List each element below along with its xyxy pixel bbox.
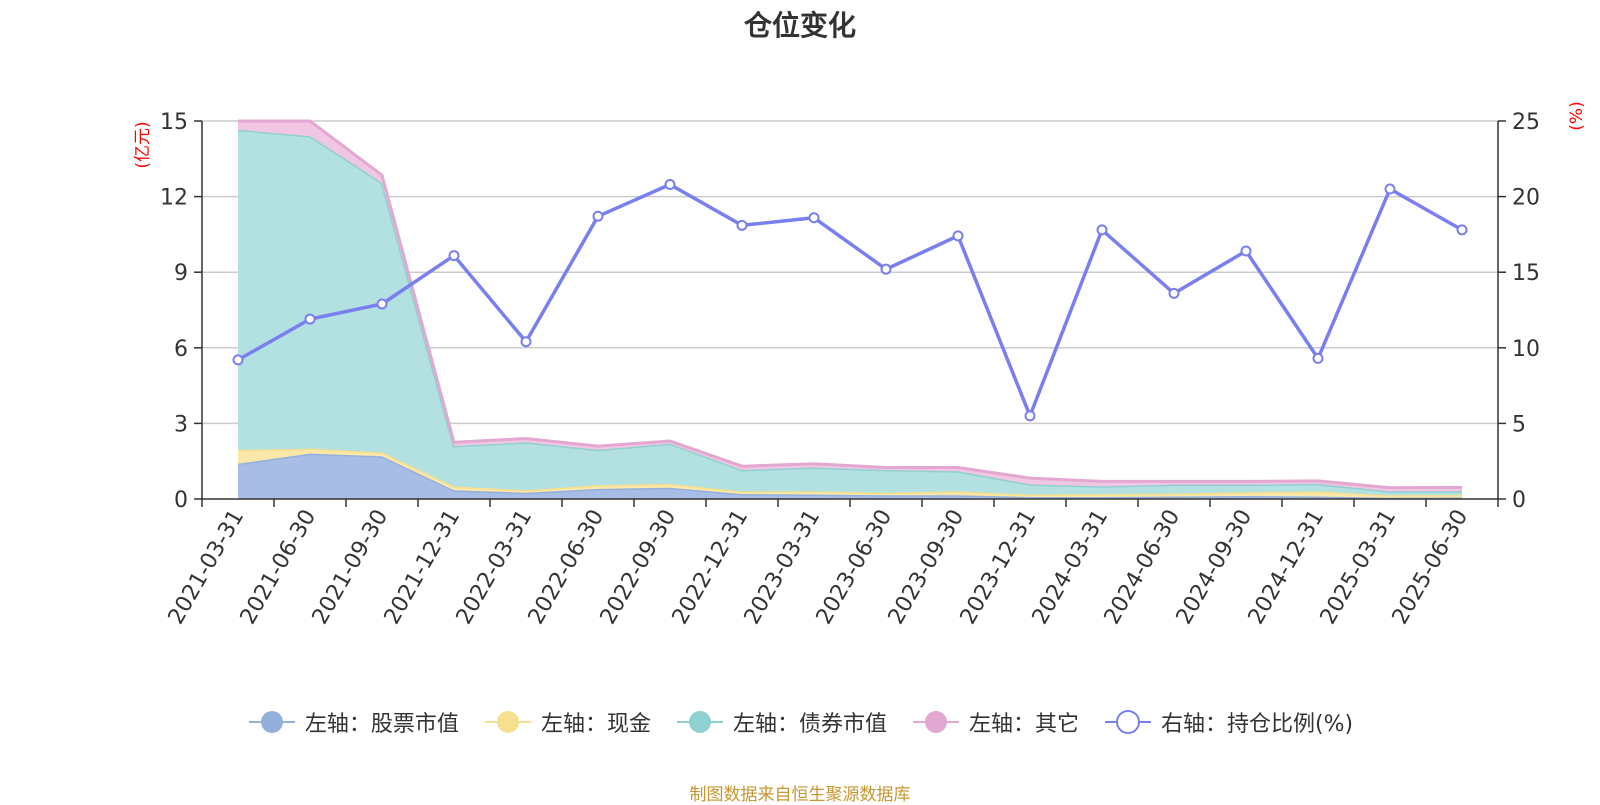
line-point — [1240, 245, 1252, 257]
right-axis-tick-label: 25 — [1512, 110, 1540, 135]
x-axis-tick-label: 2023-09-30 — [884, 506, 970, 629]
line-point — [1096, 224, 1108, 236]
legend-label: 右轴：持仓比例(%) — [1160, 712, 1354, 737]
left-axis-tick-label: 3 — [174, 412, 188, 437]
legend-label: 左轴：现金 — [540, 712, 651, 737]
line-point — [952, 230, 964, 242]
legend-item[interactable]: 左轴：现金 — [483, 706, 651, 738]
line-point — [376, 298, 388, 310]
x-axis-tick-label: 2021-09-30 — [308, 506, 394, 629]
legend-label: 左轴：债券市值 — [732, 712, 887, 737]
x-axis-tick-label: 2024-09-30 — [1172, 506, 1258, 629]
right-axis-tick-label: 20 — [1512, 186, 1540, 211]
x-axis-tick-label: 2022-06-30 — [524, 506, 610, 629]
line-point — [1024, 410, 1036, 422]
line-point — [736, 219, 748, 231]
line-point — [592, 210, 604, 222]
legend-marker-icon — [484, 711, 531, 733]
legend-marker-icon — [676, 711, 723, 733]
x-axis-tick-label: 2021-12-31 — [380, 506, 466, 629]
left-axis-tick-label: 6 — [174, 337, 188, 362]
line-series — [237, 182, 1463, 418]
line-point — [664, 179, 676, 191]
position-ratio-line — [232, 179, 1468, 422]
line-point — [520, 336, 532, 348]
line-point — [1384, 183, 1396, 195]
line-point — [1456, 224, 1468, 236]
x-axis-tick-label: 2024-06-30 — [1100, 506, 1186, 629]
legend-label: 左轴：其它 — [968, 712, 1079, 737]
area-series — [238, 453, 1462, 499]
line-point — [808, 212, 820, 224]
line-point — [880, 263, 892, 275]
x-axis-tick-label: 2022-12-31 — [668, 506, 754, 629]
position-change-chart: 0369121505101520252021-03-312021-06-3020… — [133, 101, 1587, 629]
left-axis-tick-label: 9 — [174, 261, 188, 286]
x-axis-tick-label: 2021-06-30 — [236, 506, 322, 629]
area-series-edge — [238, 119, 1463, 490]
x-axis-tick-label: 2024-03-31 — [1028, 506, 1114, 629]
right-axis-tick-label: 15 — [1512, 261, 1540, 286]
left-axis-unit-label: (亿元) — [133, 121, 153, 168]
legend-item[interactable]: 左轴：股票市值 — [247, 706, 459, 738]
left-axis-tick-label: 12 — [160, 186, 188, 211]
chart-legend: 左轴：股票市值 左轴：现金 左轴：债券市值 左轴：其它 右轴：持仓比例(%) — [0, 706, 1600, 738]
x-axis-tick-label: 2021-03-31 — [164, 506, 250, 629]
right-axis-tick-label: 5 — [1512, 412, 1526, 437]
legend-label: 左轴：股票市值 — [304, 712, 459, 737]
x-axis-tick-label: 2023-12-31 — [956, 506, 1042, 629]
x-axis-tick-label: 2024-12-31 — [1244, 506, 1330, 629]
legend-marker-icon — [248, 711, 295, 733]
legend-item[interactable]: 左轴：其它 — [911, 706, 1079, 738]
right-axis-tick-label: 0 — [1512, 488, 1526, 513]
legend-marker-icon — [912, 711, 959, 733]
left-axis-tick-label: 15 — [160, 110, 188, 135]
x-axis-tick-label: 2022-09-30 — [596, 506, 682, 629]
stacked-areas — [237, 119, 1463, 500]
line-point — [448, 250, 460, 262]
source-note: 制图数据来自恒生聚源数据库 — [689, 785, 911, 805]
x-axis-tick-label: 2023-06-30 — [812, 506, 898, 629]
line-point — [1168, 287, 1180, 299]
line-point — [304, 313, 316, 325]
right-axis-unit-label: (%) — [1567, 101, 1587, 130]
legend-item[interactable]: 左轴：债券市值 — [675, 706, 887, 738]
area-series — [238, 129, 1462, 496]
chart-title: 仓位变化 — [743, 9, 856, 42]
legend-marker-icon — [1104, 710, 1151, 734]
legend-item[interactable]: 右轴：持仓比例(%) — [1103, 706, 1353, 738]
right-axis-tick-label: 10 — [1512, 337, 1540, 362]
x-axis-tick-label: 2025-06-30 — [1388, 506, 1474, 629]
left-axis-tick-label: 0 — [174, 488, 188, 513]
line-point — [232, 354, 244, 366]
x-axis-tick-label: 2025-03-31 — [1316, 506, 1402, 629]
x-axis-tick-label: 2022-03-31 — [452, 506, 538, 629]
line-point — [1312, 352, 1324, 364]
x-axis-tick-label: 2023-03-31 — [740, 506, 826, 629]
